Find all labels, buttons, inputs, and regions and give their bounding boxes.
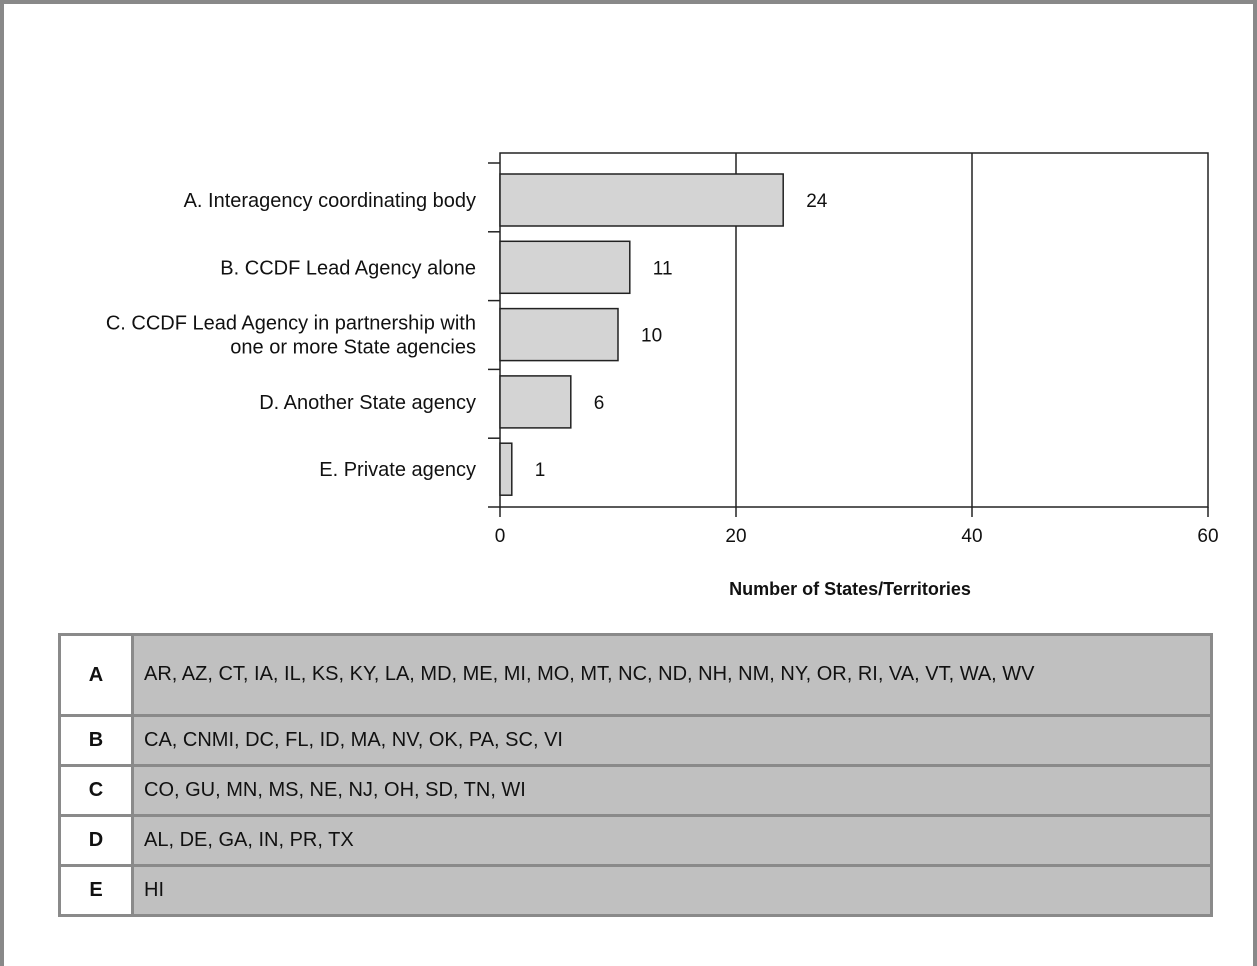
row-key-cell: D (58, 814, 134, 867)
state-legend-table: A AR, AZ, CT, IA, IL, KS, KY, LA, MD, ME,… (58, 633, 1213, 917)
bar (499, 375, 572, 429)
category-label: E. Private agency (319, 459, 476, 481)
row-states-cell: CO, GU, MN, MS, NE, NJ, OH, SD, TN, WI (131, 764, 1213, 817)
row-states-cell: AR, AZ, CT, IA, IL, KS, KY, LA, MD, ME, … (131, 633, 1213, 717)
category-label-line: C. CCDF Lead Agency in partnership with (106, 313, 476, 335)
category-label-line: E. Private agency (319, 459, 476, 481)
row-key-cell: A (58, 633, 134, 717)
value-label: 1 (535, 460, 546, 481)
row-key-cell: C (58, 764, 134, 817)
x-axis-title: Number of States/Territories (729, 579, 971, 599)
bar (499, 173, 784, 227)
bar (499, 442, 513, 496)
row-states-cell: CA, CNMI, DC, FL, ID, MA, NV, OK, PA, SC… (131, 714, 1213, 767)
category-label-line: B. CCDF Lead Agency alone (220, 257, 476, 279)
value-label: 24 (806, 191, 828, 212)
category-label-line: D. Another State agency (259, 392, 476, 414)
category-label-line: one or more State agencies (230, 337, 476, 359)
plot-area: 0 20 40 60 24 A. Interagency coordinating bod… (106, 152, 1219, 547)
x-tick-label: 40 (961, 526, 982, 547)
row-states-cell: AL, DE, GA, IN, PR, TX (131, 814, 1213, 867)
x-tick-label: 20 (725, 526, 746, 547)
category-label-line: A. Interagency coordinating body (184, 190, 476, 212)
category-label: D. Another State agency (259, 392, 476, 414)
row-key-cell: B (58, 714, 134, 767)
row-states-cell: HI (131, 864, 1213, 917)
value-label: 10 (641, 326, 662, 347)
bar (499, 240, 631, 295)
value-label: 6 (594, 393, 605, 414)
value-label: 11 (653, 258, 673, 279)
table-row: C CO, GU, MN, MS, NE, NJ, OH, SD, TN, WI (58, 764, 1213, 817)
table-row: D AL, DE, GA, IN, PR, TX (58, 814, 1213, 867)
table-row: E HI (58, 864, 1213, 917)
category-label: B. CCDF Lead Agency alone (220, 257, 476, 279)
category-label: C. CCDF Lead Agency in partnership with o… (106, 313, 476, 359)
row-key-cell: E (58, 864, 134, 917)
x-tick-label: 60 (1197, 526, 1218, 547)
table-row: A AR, AZ, CT, IA, IL, KS, KY, LA, MD, ME,… (58, 633, 1213, 717)
category-label: A. Interagency coordinating body (184, 190, 476, 212)
bar-chart: 0 20 40 60 24 A. Interagency coordinating bod… (106, 152, 1219, 599)
x-tick-label: 0 (495, 526, 506, 547)
bar (499, 307, 619, 362)
table-row: B CA, CNMI, DC, FL, ID, MA, NV, OK, PA, S… (58, 714, 1213, 767)
